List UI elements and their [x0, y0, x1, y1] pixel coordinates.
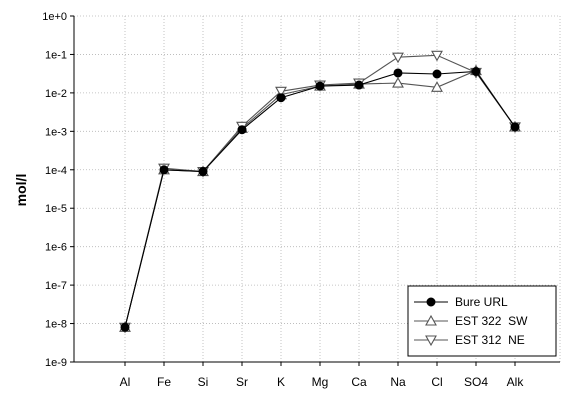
y-axis-label: mol/l: [13, 174, 29, 207]
data-point: [276, 93, 286, 103]
data-point: [392, 52, 404, 64]
x-tick-label: Fe: [157, 375, 171, 389]
y-tick-label: 1e-3: [45, 126, 67, 138]
legend-label: EST 322 SW: [455, 314, 528, 328]
y-ticks: 1e-9 1e-8 1e-7 1e-6 1e-5 1e-4 1e-3 1e-2 1e-1 1e+0: [42, 11, 74, 369]
y-tick-label: 1e-6: [45, 242, 67, 254]
legend-marker: [425, 314, 437, 326]
x-tick-label: Alk: [507, 375, 525, 389]
data-point: [237, 125, 247, 135]
y-tick-label: 1e-9: [45, 357, 67, 369]
x-ticks: Al Fe Si Sr K Mg Ca Na Cl SO4 Alk: [120, 362, 525, 389]
legend-marker: [425, 335, 437, 347]
x-tick-label: SO4: [464, 375, 488, 389]
data-point: [432, 69, 442, 79]
x-tick-label: Sr: [236, 375, 248, 389]
data-point: [275, 86, 287, 98]
data-point: [354, 80, 364, 90]
legend: Bure URL EST 322 SW EST 312 NE: [407, 285, 557, 357]
grid: [74, 15, 561, 363]
x-tick-label: Cl: [431, 375, 442, 389]
x-tick-label: Ca: [351, 375, 367, 389]
series-0: [120, 67, 520, 332]
data-point: [393, 68, 403, 78]
x-tick-label: Mg: [312, 375, 329, 389]
x-tick-label: Al: [120, 375, 131, 389]
data-point: [198, 167, 208, 177]
y-tick-label: 1e-2: [45, 88, 67, 100]
x-tick-label: Si: [198, 375, 209, 389]
data-point: [431, 50, 443, 62]
y-tick-label: 1e-4: [45, 165, 67, 177]
legend-label: Bure URL: [455, 295, 508, 309]
data-point: [510, 122, 520, 132]
series-group: [119, 50, 521, 334]
y-tick-label: 1e+0: [42, 11, 67, 23]
data-point: [392, 76, 404, 88]
legend-label: EST 312 NE: [455, 333, 525, 347]
data-point: [471, 67, 481, 77]
y-tick-label: 1e-5: [45, 203, 67, 215]
x-tick-label: K: [277, 375, 285, 389]
y-tick-label: 1e-1: [45, 49, 67, 61]
y-tick-label: 1e-7: [45, 280, 67, 292]
y-tick-label: 1e-8: [45, 319, 67, 331]
data-point: [315, 81, 325, 91]
data-point: [431, 81, 443, 92]
legend-marker: [426, 297, 436, 307]
data-point: [120, 322, 130, 332]
data-point: [159, 165, 169, 175]
x-tick-label: Na: [390, 375, 406, 389]
